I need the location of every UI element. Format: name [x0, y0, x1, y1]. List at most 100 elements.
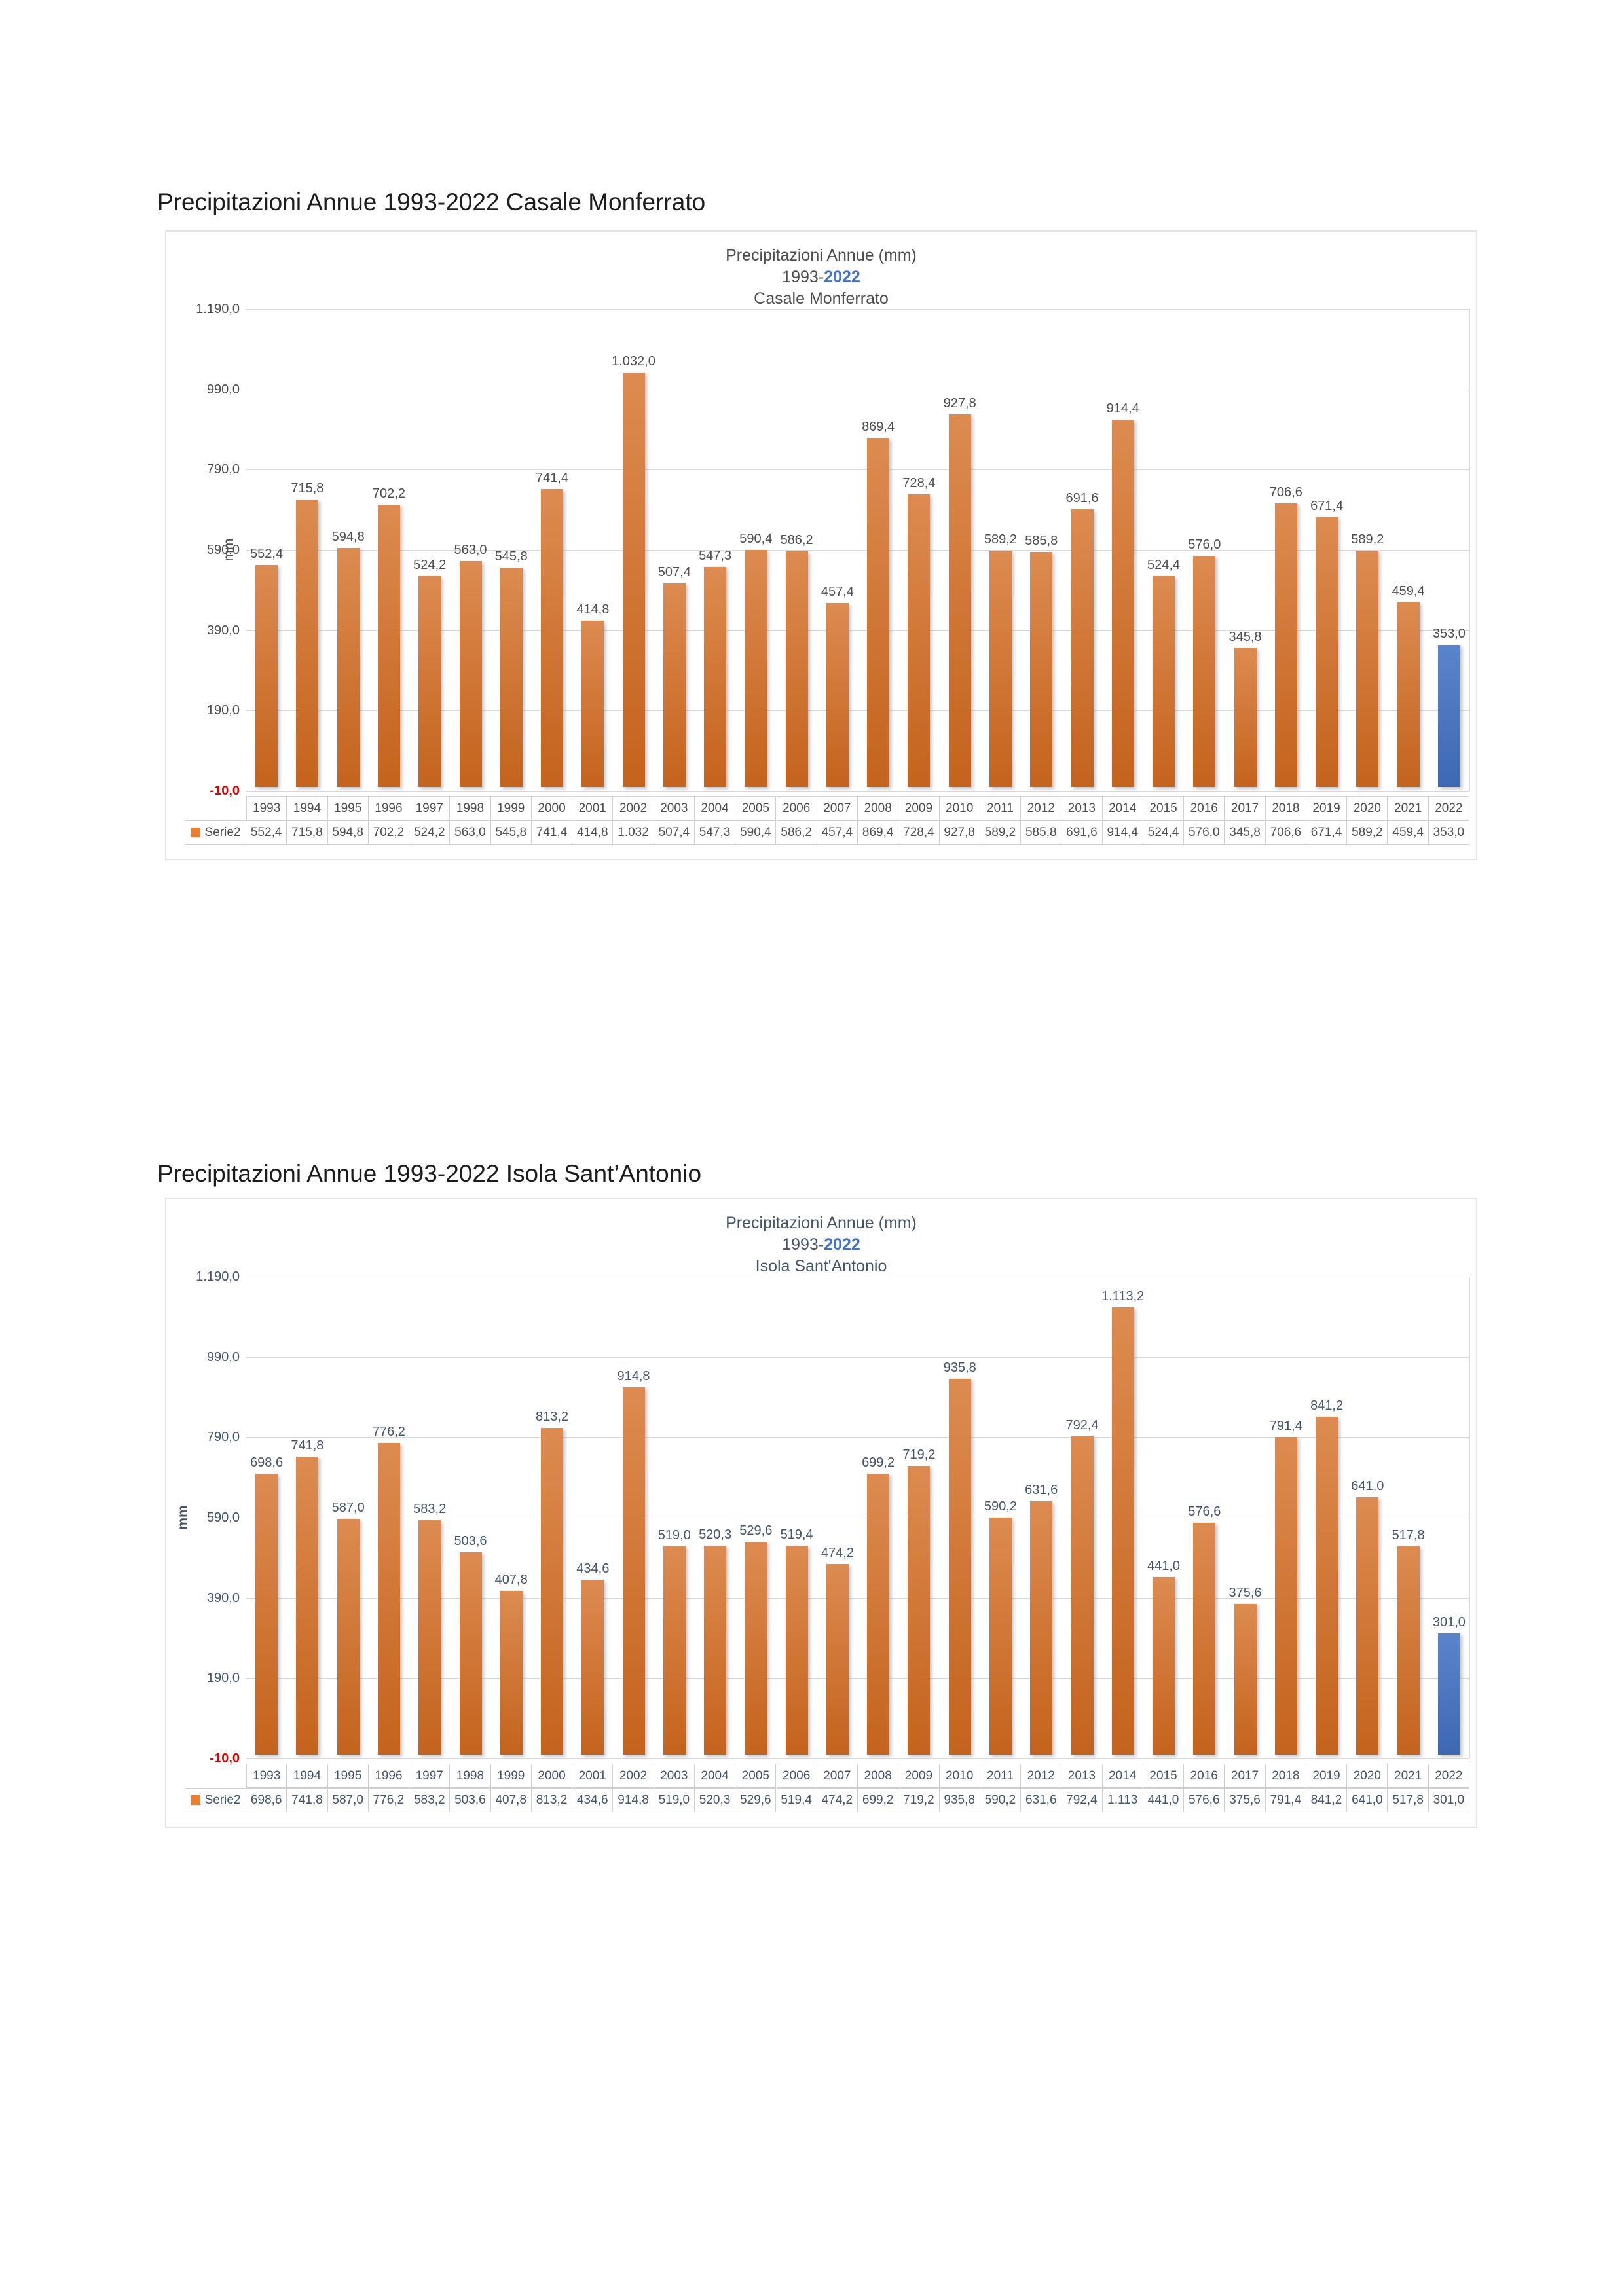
- bar-2005: [745, 1542, 767, 1755]
- year-cell-1997: 1997: [409, 1764, 451, 1788]
- year-cell-2020: 2020: [1347, 1764, 1388, 1788]
- bar-2008: [867, 437, 890, 787]
- bar-label-2000: 741,4: [535, 471, 569, 486]
- bar-2003: [663, 583, 686, 787]
- year-cell-2000: 2000: [531, 1764, 573, 1788]
- y-tick-1.190,0: 1.190,0: [196, 302, 240, 316]
- bar-1998: [459, 560, 482, 787]
- bar-2001: [581, 620, 604, 787]
- bar-2006: [785, 551, 808, 787]
- bar-label-2005: 529,6: [739, 1523, 773, 1538]
- gridline-590: [246, 550, 1469, 551]
- y-tick-390,0: 390,0: [206, 1590, 240, 1605]
- year-cell-2022: 2022: [1428, 1764, 1469, 1788]
- value-cell-1997: 524,2: [409, 820, 451, 845]
- chart-title: Precipitazioni Annue (mm) 1993-2022 Isol…: [166, 1212, 1476, 1277]
- value-cell-2006: 519,4: [776, 1788, 817, 1812]
- bar-label-1996: 776,2: [372, 1424, 405, 1439]
- y-tick-790,0: 790,0: [206, 462, 240, 477]
- bar-label-2009: 728,4: [902, 476, 936, 491]
- plot-right-border: [1469, 309, 1470, 791]
- bar-2011: [989, 550, 1012, 787]
- bar-label-1997: 583,2: [413, 1502, 447, 1517]
- chart-title-line3: Casale Monferrato: [754, 289, 889, 308]
- value-cell-1993: 552,4: [246, 820, 287, 845]
- value-cell-2004: 520,3: [694, 1788, 736, 1812]
- value-cell-2006: 586,2: [776, 820, 817, 845]
- bar-2008: [867, 1474, 890, 1755]
- value-cell-2014: 1.113: [1102, 1788, 1143, 1812]
- bar-label-2004: 520,3: [699, 1527, 732, 1542]
- bar-label-2000: 813,2: [535, 1410, 569, 1425]
- bar-label-2013: 691,6: [1065, 490, 1099, 505]
- value-cell-2004: 547,3: [694, 820, 736, 845]
- year-cell-1996: 1996: [368, 1764, 410, 1788]
- year-cell-1998: 1998: [450, 796, 491, 820]
- bar-2002: [622, 1387, 645, 1755]
- legend-swatch: [190, 1795, 200, 1805]
- year-cell-2006: 2006: [776, 1764, 817, 1788]
- bar-label-2021: 459,4: [1392, 584, 1425, 599]
- year-cell-2020: 2020: [1347, 796, 1388, 820]
- legend-label: Serie2: [204, 1793, 241, 1807]
- bar-label-2001: 414,8: [576, 602, 610, 617]
- year-cell-1993: 1993: [246, 1764, 287, 1788]
- bar-label-2022: 353,0: [1432, 627, 1466, 642]
- bar-2020: [1356, 1497, 1379, 1755]
- value-cell-2010: 927,8: [939, 820, 980, 845]
- bar-label-2008: 699,2: [862, 1455, 895, 1470]
- bar-2021: [1397, 602, 1420, 787]
- year-cell-1996: 1996: [368, 796, 410, 820]
- year-cell-2012: 2012: [1021, 1764, 1062, 1788]
- bar-label-1998: 563,0: [454, 542, 487, 557]
- year-cell-1999: 1999: [490, 796, 532, 820]
- bar-2015: [1153, 576, 1175, 787]
- bar-2011: [989, 1517, 1012, 1755]
- bar-label-2001: 434,6: [576, 1561, 610, 1576]
- year-cell-1995: 1995: [327, 1764, 369, 1788]
- chart-title-year-highlight: 2022: [824, 268, 860, 286]
- bar-label-2007: 457,4: [821, 585, 854, 600]
- bar-label-2014: 1.113,2: [1101, 1289, 1145, 1304]
- bar-label-2010: 927,8: [943, 395, 976, 410]
- year-cell-2021: 2021: [1388, 1764, 1429, 1788]
- value-cell-2008: 869,4: [858, 820, 899, 845]
- bar-1996: [377, 1442, 400, 1755]
- bar-label-2017: 375,6: [1228, 1585, 1262, 1600]
- bar-label-2003: 507,4: [657, 564, 691, 579]
- value-cell-2002: 914,8: [613, 1788, 654, 1812]
- value-cell-1997: 583,2: [409, 1788, 451, 1812]
- value-cell-2017: 345,8: [1225, 820, 1266, 845]
- bar-2002: [622, 372, 645, 787]
- value-cell-2019: 841,2: [1306, 1788, 1348, 1812]
- value-cell-1994: 741,8: [287, 1788, 328, 1812]
- year-cell-2013: 2013: [1061, 796, 1103, 820]
- chart-title-years-prefix: 1993-: [782, 268, 824, 286]
- year-cell-2003: 2003: [654, 796, 695, 820]
- year-cell-2013: 2013: [1061, 1764, 1103, 1788]
- year-cell-2022: 2022: [1428, 796, 1469, 820]
- y-tick-1.190,0: 1.190,0: [196, 1269, 240, 1284]
- value-cell-2003: 507,4: [654, 820, 695, 845]
- bar-label-2014: 914,4: [1106, 401, 1139, 416]
- y-tick-390,0: 390,0: [206, 623, 240, 638]
- plot-area: 1.190,0 990,0 790,0 590,0 390,0 190,0 -10,0 552…: [166, 232, 1476, 859]
- bar-label-2020: 589,2: [1351, 532, 1384, 547]
- value-cell-2011: 590,2: [980, 1788, 1022, 1812]
- bar-label-1999: 545,8: [494, 549, 528, 564]
- chart-title-years-prefix: 1993-: [782, 1235, 824, 1254]
- chart-title-year-highlight: 2022: [824, 1235, 860, 1254]
- bar-1998: [459, 1552, 482, 1755]
- chart1-heading: Precipitazioni Annue 1993-2022 Casale Mo…: [157, 189, 706, 215]
- value-cell-2019: 671,4: [1306, 820, 1348, 845]
- bar-label-2009: 719,2: [902, 1447, 936, 1462]
- gridline--10: [246, 1758, 1469, 1759]
- value-cell-1995: 594,8: [327, 820, 369, 845]
- gridline-390: [246, 1597, 1469, 1599]
- year-cell-2006: 2006: [776, 796, 817, 820]
- year-cell-2017: 2017: [1225, 1764, 1266, 1788]
- value-cell-2000: 741,4: [531, 820, 573, 845]
- chart-isola-sant-antonio: Precipitazioni Annue (mm) 1993-2022 Isol…: [165, 1198, 1477, 1828]
- bar-2016: [1193, 1523, 1216, 1755]
- year-cell-1995: 1995: [327, 796, 369, 820]
